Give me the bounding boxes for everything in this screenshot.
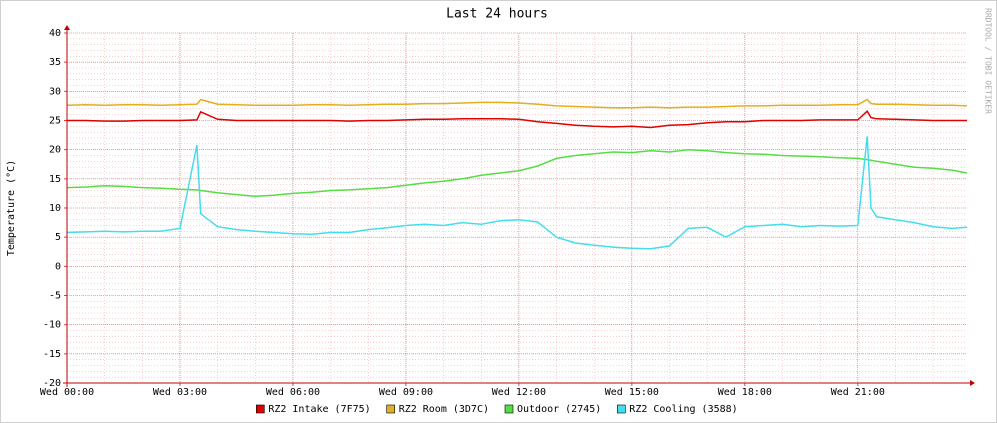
grid: [66, 32, 967, 384]
y-tick-label: 30: [49, 86, 61, 97]
chart-title: Last 24 hours: [446, 7, 548, 22]
x-tick-label: Wed 09:00: [379, 387, 433, 398]
series-line: [66, 136, 968, 250]
x-tick-label: Wed 15:00: [605, 387, 659, 398]
legend-label: RZ2 Intake (7F75): [268, 404, 370, 415]
y-axis-arrow: [64, 25, 70, 30]
x-tick-label: Wed 12:00: [492, 387, 546, 398]
legend-label: RZ2 Room (3D7C): [399, 404, 489, 415]
legend-label: Outdoor (2745): [517, 404, 601, 415]
y-tick-label: 25: [49, 116, 61, 127]
series-line: [66, 98, 968, 109]
y-tick-label: -15: [43, 349, 61, 360]
series-line: [66, 148, 968, 198]
y-tick-label: -20: [43, 378, 61, 389]
legend-item: Outdoor (2745): [504, 404, 601, 415]
legend-item: RZ2 Room (3D7C): [386, 404, 489, 415]
series-line: [67, 110, 967, 129]
x-tick-label: Wed 03:00: [153, 387, 207, 398]
legend-swatch: [256, 404, 265, 414]
y-tick-label: -5: [49, 291, 61, 302]
y-tick-label: 20: [49, 145, 61, 156]
y-tick-label: 10: [49, 203, 61, 214]
legend-label: RZ2 Cooling (3588): [629, 404, 737, 415]
x-tick-label: Wed 00:00: [40, 387, 94, 398]
y-tick-label: 15: [49, 174, 61, 185]
legend-swatch: [616, 404, 626, 414]
y-tick-label: 0: [55, 261, 61, 272]
legend-swatch: [504, 404, 514, 414]
x-tick-label: Wed 18:00: [718, 387, 772, 398]
y-tick-label: 40: [49, 28, 61, 39]
axes: -20 -15 -10 -5 0 5 10 15 20 25 30 35 40 Wed 00:00 Wed …: [40, 25, 975, 398]
x-tick-label: Wed 06:00: [266, 387, 320, 398]
y-tick-label: -10: [43, 320, 61, 331]
y-tick-label: 5: [55, 232, 61, 243]
y-axis-label: Temperature (°C): [6, 160, 17, 256]
legend-item: RZ2 Cooling (3588): [616, 404, 738, 415]
lines: [66, 98, 968, 250]
legend-item: RZ2 Intake (7F75): [256, 404, 371, 415]
legend: RZ2 Intake (7F75) RZ2 Room (3D7C) Outdoor …: [256, 404, 738, 415]
watermark: RRDTOOL / TOBI OETIKER: [984, 8, 993, 114]
x-axis-arrow: [970, 380, 975, 386]
x-tick-label: Wed 21:00: [831, 387, 885, 398]
y-tick-label: 35: [49, 57, 61, 68]
legend-swatch: [386, 404, 395, 414]
